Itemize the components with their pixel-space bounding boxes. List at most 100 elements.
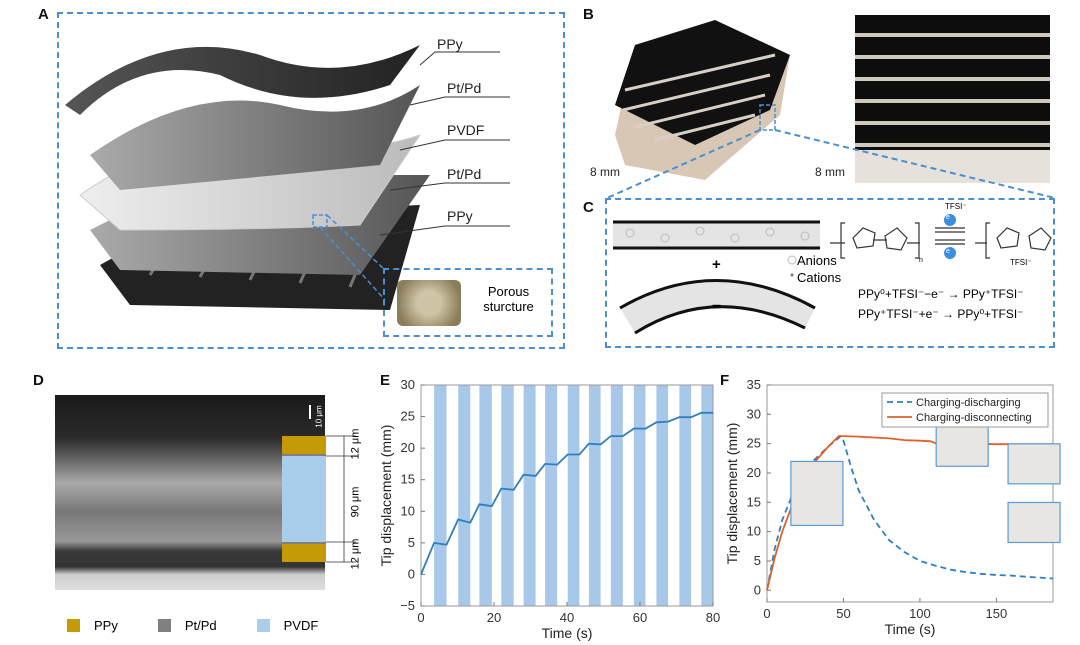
electron-icon-top: e — [946, 214, 950, 221]
actuation-mechanism-diagram — [613, 214, 1052, 335]
layer-label-ppy-bottom: PPy — [447, 208, 473, 224]
scale-label-d: 10 μm — [314, 405, 324, 428]
legend-item-pvdf: PVDF — [256, 618, 319, 633]
y-tick-label: 25 — [747, 436, 761, 451]
shaded-interval — [501, 385, 514, 606]
y-tick-label: −5 — [400, 598, 415, 613]
y-tick-label: 35 — [747, 377, 761, 392]
dim-ppy-bottom: 12 μm — [349, 538, 362, 570]
ppy-swatch — [67, 619, 80, 632]
layer-label-ptpd-bottom: Pt/Pd — [447, 166, 482, 182]
legend-anions: Anions — [797, 253, 837, 268]
device-photo-flat — [855, 15, 1050, 183]
x-tick-label: 150 — [986, 606, 1008, 621]
dim-ppy-top: 12 μm — [349, 428, 362, 460]
layer-stack-illustration — [65, 45, 430, 310]
y-tick-label: 5 — [408, 535, 415, 550]
y-axis-label: Tip displacement (mm) — [724, 423, 740, 565]
y-tick-label: 25 — [401, 409, 415, 424]
porous-label: Porous sturcture — [483, 284, 534, 314]
chart-f: 0 50 100 150 0 5 10 15 20 25 30 35 Time (s) Tip displ… — [724, 377, 1061, 637]
ptpd-bar-top — [282, 454, 326, 456]
layer-label-pvdf: PVDF — [447, 122, 485, 138]
dimension-lines — [326, 435, 356, 563]
y-tick-label: 20 — [747, 465, 761, 480]
x-axis-label: Time (s) — [542, 625, 593, 641]
y-tick-label: 10 — [747, 524, 761, 539]
panel-c-frame — [605, 198, 1055, 348]
x-tick-label: 0 — [417, 610, 424, 625]
x-tick-label: 20 — [487, 610, 501, 625]
material-legend: PPy Pt/Pd PVDF — [67, 618, 318, 633]
legend-label: Pt/Pd — [184, 618, 217, 633]
tfsi-label-top: TFSI⁻ — [945, 202, 967, 211]
shaded-interval — [588, 385, 601, 606]
y-tick-label: 30 — [401, 377, 415, 392]
ppy-strips — [855, 15, 1050, 150]
shaded-interval — [458, 385, 471, 606]
shaded-interval — [434, 385, 447, 606]
scale-bar-d — [309, 405, 311, 419]
shaded-interval — [701, 385, 713, 606]
shaded-interval — [633, 385, 646, 606]
y-tick-label: 15 — [401, 472, 415, 487]
y-tick-label: 0 — [408, 566, 415, 581]
plus-sign: + — [712, 256, 721, 273]
shaded-interval — [479, 385, 492, 606]
x-tick-label: 80 — [706, 610, 720, 625]
inset-photo — [935, 425, 989, 467]
x-tick-label: 40 — [560, 610, 574, 625]
legend-item-ptpd: Pt/Pd — [157, 618, 217, 633]
x-tick-label: 0 — [763, 606, 770, 621]
y-tick-label: 30 — [747, 406, 761, 421]
ptpd-swatch — [157, 619, 171, 632]
ppy-bar-top — [282, 436, 326, 454]
top-ppy-layer — [65, 45, 420, 115]
panel-label-d: D — [33, 372, 44, 389]
plot-frame — [766, 384, 1054, 603]
pvdf-swatch — [256, 619, 270, 632]
electron-icon-bottom: e — [946, 248, 950, 255]
shaded-interval — [610, 385, 623, 606]
shaded-interval — [679, 385, 692, 606]
series-line-tip-displacement — [420, 411, 713, 575]
scale-bar-right: 8 mm — [815, 165, 845, 179]
shaded-interval — [545, 385, 558, 606]
legend-label: Charging-discharging — [916, 397, 1021, 409]
legend-label: PPy — [94, 618, 118, 633]
panel-label-a: A — [38, 6, 49, 23]
porous-structure-image — [397, 280, 461, 326]
legend-label: PVDF — [283, 618, 319, 633]
inset-photo — [1007, 443, 1061, 485]
scale-bar-left: 8 mm — [590, 165, 620, 179]
legend-item-ppy: PPy — [67, 618, 118, 633]
y-tick-label: 0 — [754, 582, 761, 597]
layer-leader-lines — [312, 51, 510, 301]
inset-photo — [790, 460, 844, 527]
equation-1: PPy⁰+TFSI⁻−e⁻ → PPy⁺TFSI⁻ — [858, 287, 1024, 301]
porous-inset: Porous sturcture — [383, 268, 553, 337]
panel-label-f: F — [720, 372, 730, 389]
legend-box — [881, 392, 1049, 428]
y-tick-label: 10 — [401, 503, 415, 518]
y-axis-label: Tip displacement (mm) — [378, 425, 394, 567]
y-tick-label: 5 — [754, 553, 761, 568]
shaded-interval — [523, 385, 536, 606]
x-tick-label: 50 — [836, 606, 850, 621]
pvdf-bar — [282, 456, 326, 542]
tfsi-label-bottom: TFSI⁻ — [1010, 258, 1032, 267]
inset-photo — [1007, 501, 1061, 544]
y-tick-label: 15 — [747, 494, 761, 509]
ppy-bar-bottom — [282, 544, 326, 562]
y-tick-label: 20 — [401, 440, 415, 455]
device-photo-curved — [615, 20, 790, 180]
upper-ptpd-layer — [90, 85, 420, 190]
layer-label-ptpd-top: Pt/Pd — [447, 80, 482, 96]
panel-label-c: C — [583, 199, 594, 216]
x-axis-label: Time (s) — [885, 621, 936, 637]
zoom-lines-b-to-c — [606, 104, 1056, 199]
minus-sign: − — [712, 298, 722, 315]
panel-a-frame — [57, 12, 565, 349]
